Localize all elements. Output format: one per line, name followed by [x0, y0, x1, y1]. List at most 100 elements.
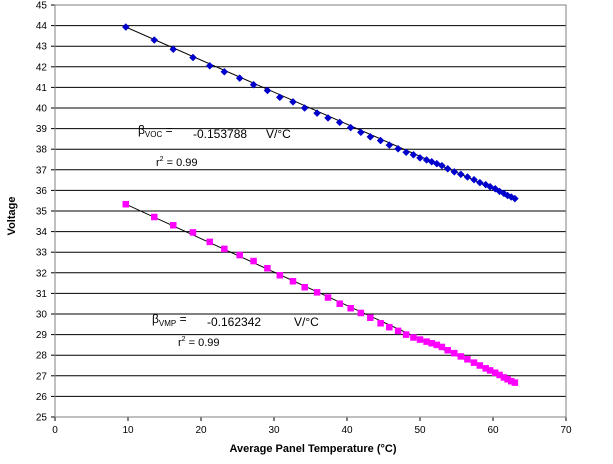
voc-annotation: βVOC = -0.153788 V/°C r2 = 0.99 — [138, 123, 291, 169]
vmp-annotation: βVMP = -0.162342 V/°C r2 = 0.99 — [152, 312, 319, 349]
svg-text:βVMP =: βVMP = — [152, 312, 187, 328]
x-axis-title: Average Panel Temperature (°C) — [229, 443, 396, 455]
point-series-1-29 — [451, 349, 458, 357]
point-series-1-12 — [313, 289, 321, 296]
point-series-1-33 — [476, 362, 484, 369]
point-series-0-0 — [121, 23, 130, 31]
point-series-1-10 — [289, 277, 297, 285]
y-tick-label-31: 31 — [36, 289, 48, 300]
point-series-0-13 — [324, 114, 332, 122]
point-series-0-16 — [357, 128, 365, 137]
point-series-1-19 — [386, 323, 393, 331]
point-series-1-2 — [170, 221, 177, 229]
y-tick-label-40: 40 — [36, 104, 48, 115]
trendline-series-0 — [125, 26, 517, 200]
point-series-1-20 — [394, 327, 402, 335]
point-series-1-0 — [122, 200, 130, 208]
x-tick-label-60: 60 — [487, 425, 499, 436]
point-series-0-33 — [476, 178, 484, 187]
point-series-0-29 — [450, 168, 459, 176]
data-points — [121, 23, 519, 386]
point-series-0-2 — [169, 45, 178, 54]
y-tick-label-43: 43 — [36, 42, 48, 53]
point-series-0-32 — [470, 175, 478, 184]
vmp-beta-symbol: β — [152, 312, 159, 326]
y-tick-label-29: 29 — [36, 330, 48, 341]
point-series-0-6 — [235, 74, 244, 82]
y-tick-labels: 25 26 27 28 29 30 31 32 33 34 35 36 37 38 39 40 41 42 43 44… — [36, 1, 48, 424]
point-series-0-1 — [150, 36, 159, 44]
x-tick-label-40: 40 — [341, 425, 353, 436]
point-series-0-28 — [443, 164, 452, 173]
y-tick-label-37: 37 — [36, 165, 48, 176]
point-series-0-14 — [335, 118, 344, 127]
point-series-1-27 — [438, 343, 446, 351]
y-tick-label-35: 35 — [36, 207, 48, 218]
point-series-0-27 — [438, 161, 446, 170]
point-series-1-13 — [324, 294, 332, 301]
point-series-0-4 — [205, 61, 214, 70]
voc-r-symbol: r — [156, 157, 160, 169]
y-tick-label-26: 26 — [36, 392, 48, 403]
voc-subscript: VOC — [145, 130, 163, 139]
voc-beta-symbol: β — [138, 123, 145, 137]
point-series-1-7 — [250, 257, 257, 265]
point-series-1-9 — [276, 272, 284, 279]
vmp-slope-unit: V/°C — [294, 315, 319, 329]
y-tick-label-45: 45 — [36, 1, 48, 12]
point-series-0-31 — [463, 173, 472, 181]
point-series-0-15 — [346, 123, 355, 132]
svg-text:r2 = 0.99: r2 = 0.99 — [156, 156, 198, 169]
point-series-1-21 — [402, 331, 410, 338]
x-tick-label-20: 20 — [195, 425, 207, 436]
point-series-0-20 — [394, 144, 402, 153]
svg-text:r2 = 0.99: r2 = 0.99 — [178, 336, 220, 349]
point-series-1-28 — [444, 347, 451, 354]
vmp-slope-value: -0.162342 — [207, 315, 261, 329]
y-tick-label-34: 34 — [36, 227, 48, 238]
vmp-r-symbol: r — [178, 337, 182, 349]
voc-r-value: = 0.99 — [164, 157, 198, 169]
point-series-0-30 — [457, 170, 465, 179]
y-tick-label-25: 25 — [36, 413, 48, 424]
point-series-0-8 — [263, 86, 272, 95]
point-series-1-15 — [347, 304, 354, 312]
y-tick-label-36: 36 — [36, 186, 48, 197]
y-tick-label-42: 42 — [36, 62, 48, 73]
point-series-0-21 — [402, 148, 410, 157]
y-tick-label-30: 30 — [36, 310, 48, 321]
y-tick-label-28: 28 — [36, 351, 48, 362]
voc-slope-unit: V/°C — [266, 127, 291, 141]
x-tick-label-70: 70 — [560, 425, 572, 436]
voc-slope-value: -0.153788 — [193, 127, 247, 141]
point-series-0-3 — [189, 53, 197, 62]
point-series-1-8 — [264, 265, 271, 272]
y-tick-label-32: 32 — [36, 268, 48, 279]
point-series-0-23 — [416, 153, 424, 162]
point-series-0-10 — [289, 97, 297, 106]
point-series-1-6 — [236, 251, 243, 259]
point-series-1-41 — [511, 379, 519, 386]
svg-text:βVOC =: βVOC = — [138, 123, 173, 139]
point-series-1-14 — [336, 300, 343, 307]
x-tick-label-30: 30 — [268, 425, 280, 436]
point-series-0-17 — [366, 132, 375, 141]
point-series-0-7 — [249, 80, 258, 89]
point-series-1-18 — [377, 320, 384, 327]
x-tick-label-50: 50 — [414, 425, 426, 436]
point-series-0-12 — [313, 109, 321, 118]
point-series-1-30 — [457, 353, 465, 360]
plot-area-frame — [54, 4, 567, 418]
point-series-1-32 — [470, 359, 478, 366]
point-series-0-11 — [300, 104, 309, 112]
gridlines — [51, 4, 567, 421]
point-series-0-18 — [376, 136, 385, 145]
y-tick-label-39: 39 — [36, 124, 48, 135]
point-series-1-4 — [206, 238, 214, 246]
point-series-1-5 — [221, 245, 228, 253]
point-series-1-16 — [357, 309, 365, 317]
vmp-subscript: VMP — [159, 319, 176, 328]
y-tick-label-41: 41 — [36, 83, 48, 94]
point-series-0-41 — [511, 194, 519, 203]
